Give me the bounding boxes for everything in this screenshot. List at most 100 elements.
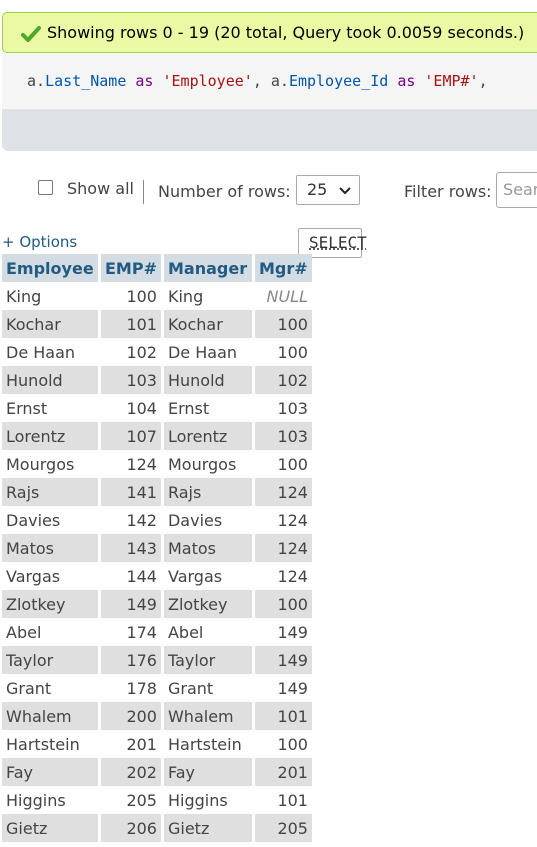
cell-employee: Abel <box>2 618 98 646</box>
table-row[interactable]: Grant 178 Grant 149 <box>2 674 312 702</box>
column-header-employee[interactable]: Employee <box>2 254 98 282</box>
table-row[interactable]: Higgins 205 Higgins 101 <box>2 786 312 814</box>
table-row[interactable]: King 100 King NULL <box>2 282 312 310</box>
table-row[interactable]: Abel 174 Abel 149 <box>2 618 312 646</box>
cell-employee: Grant <box>2 674 98 702</box>
cell-manager: Hartstein <box>163 730 252 758</box>
cell-mgr-number: 100 <box>254 590 312 618</box>
cell-manager: Matos <box>163 534 252 562</box>
cell-manager: Kochar <box>163 310 252 338</box>
filter-rows-input[interactable]: Search <box>496 172 537 208</box>
cell-mgr-number: 201 <box>254 758 312 786</box>
table-row[interactable]: Taylor 176 Taylor 149 <box>2 646 312 674</box>
cell-emp-number: 206 <box>101 814 161 842</box>
cell-manager: Rajs <box>163 478 252 506</box>
cell-manager: Ernst <box>163 394 252 422</box>
column-header-mgr-number[interactable]: Mgr# <box>254 254 312 282</box>
cell-mgr-number: 149 <box>254 646 312 674</box>
number-of-rows-select[interactable]: 25 <box>296 175 360 205</box>
cell-employee: King <box>2 282 98 310</box>
cell-employee: Whalem <box>2 702 98 730</box>
cell-mgr-number: 100 <box>254 730 312 758</box>
table-row[interactable]: Hartstein 201 Hartstein 100 <box>2 730 312 758</box>
table-row[interactable]: Zlotkey 149 Zlotkey 100 <box>2 590 312 618</box>
cell-emp-number: 104 <box>101 394 161 422</box>
cell-emp-number: 149 <box>101 590 161 618</box>
cell-manager: Davies <box>163 506 252 534</box>
sql-query-box: SELECT a.Last_Name as 'Employee', a.Empl… <box>2 53 537 258</box>
cell-emp-number: 174 <box>101 618 161 646</box>
cell-mgr-number: 124 <box>254 478 312 506</box>
cell-manager: Grant <box>163 674 252 702</box>
table-row[interactable]: Vargas 144 Vargas 124 <box>2 562 312 590</box>
show-all-label[interactable]: Show all <box>67 179 134 198</box>
table-row[interactable]: Ernst 104 Ernst 103 <box>2 394 312 422</box>
sql-alias: a. <box>270 72 289 90</box>
cell-emp-number: 124 <box>101 450 161 478</box>
sql-column: Last_Name <box>45 72 127 90</box>
column-header-emp-number[interactable]: EMP# <box>101 254 161 282</box>
table-row[interactable]: Gietz 206 Gietz 205 <box>2 814 312 842</box>
table-row[interactable]: De Haan 102 De Haan 100 <box>2 338 312 366</box>
cell-mgr-number: 103 <box>254 394 312 422</box>
filter-rows-label: Filter rows: <box>404 182 492 201</box>
sql-alias: a. <box>27 72 46 90</box>
cell-employee: Zlotkey <box>2 590 98 618</box>
cell-mgr-number: 100 <box>254 338 312 366</box>
cell-employee: Vargas <box>2 562 98 590</box>
check-icon <box>21 26 41 42</box>
cell-manager: Mourgos <box>163 450 252 478</box>
cell-emp-number: 205 <box>101 786 161 814</box>
cell-employee: Matos <box>2 534 98 562</box>
table-row[interactable]: Rajs 141 Rajs 124 <box>2 478 312 506</box>
cell-mgr-number: 102 <box>254 366 312 394</box>
filter-rows-placeholder: Search <box>503 180 537 199</box>
column-header-manager[interactable]: Manager <box>163 254 252 282</box>
cell-emp-number: 141 <box>101 478 161 506</box>
cell-emp-number: 201 <box>101 730 161 758</box>
table-row[interactable]: Matos 143 Matos 124 <box>2 534 312 562</box>
cell-mgr-number: 124 <box>254 562 312 590</box>
cell-employee: Gietz <box>2 814 98 842</box>
table-row[interactable]: Mourgos 124 Mourgos 100 <box>2 450 312 478</box>
cell-manager: Hunold <box>163 366 252 394</box>
cell-manager: Whalem <box>163 702 252 730</box>
cell-employee: Hartstein <box>2 730 98 758</box>
chevron-down-icon <box>339 187 351 195</box>
options-link[interactable]: + Options <box>2 233 78 251</box>
cell-emp-number: 102 <box>101 338 161 366</box>
show-all-checkbox[interactable] <box>38 180 53 195</box>
cell-manager: Lorentz <box>163 422 252 450</box>
table-row[interactable]: Hunold 103 Hunold 102 <box>2 366 312 394</box>
cell-mgr-number: 103 <box>254 422 312 450</box>
table-row[interactable]: Lorentz 107 Lorentz 103 <box>2 422 312 450</box>
cell-mgr-number: 149 <box>254 674 312 702</box>
cell-manager: Abel <box>163 618 252 646</box>
cell-employee: De Haan <box>2 338 98 366</box>
sql-separator: , <box>478 72 488 90</box>
cell-emp-number: 178 <box>101 674 161 702</box>
table-header-row: Employee EMP# Manager Mgr# <box>2 254 312 282</box>
table-row[interactable]: Davies 142 Davies 124 <box>2 506 312 534</box>
results-table: Employee EMP# Manager Mgr# King 100 King… <box>0 254 315 842</box>
cell-emp-number: 142 <box>101 506 161 534</box>
cell-manager: King <box>163 282 252 310</box>
cell-emp-number: 176 <box>101 646 161 674</box>
cell-employee: Fay <box>2 758 98 786</box>
sql-select-keyword[interactable]: SELECT <box>298 228 367 258</box>
cell-employee: Rajs <box>2 478 98 506</box>
cell-employee: Ernst <box>2 394 98 422</box>
cell-manager: Vargas <box>163 562 252 590</box>
table-row[interactable]: Fay 202 Fay 201 <box>2 758 312 786</box>
sql-as-keyword: as <box>397 72 416 90</box>
cell-employee: Hunold <box>2 366 98 394</box>
sql-string: 'EMP#' <box>424 72 479 90</box>
cell-employee: Davies <box>2 506 98 534</box>
table-row[interactable]: Whalem 200 Whalem 101 <box>2 702 312 730</box>
cell-mgr-number: 124 <box>254 506 312 534</box>
cell-mgr-number: 100 <box>254 310 312 338</box>
sql-query-text[interactable]: SELECT a.Last_Name as 'Employee', a.Empl… <box>2 53 537 258</box>
cell-emp-number: 100 <box>101 282 161 310</box>
cell-emp-number: 202 <box>101 758 161 786</box>
table-row[interactable]: Kochar 101 Kochar 100 <box>2 310 312 338</box>
